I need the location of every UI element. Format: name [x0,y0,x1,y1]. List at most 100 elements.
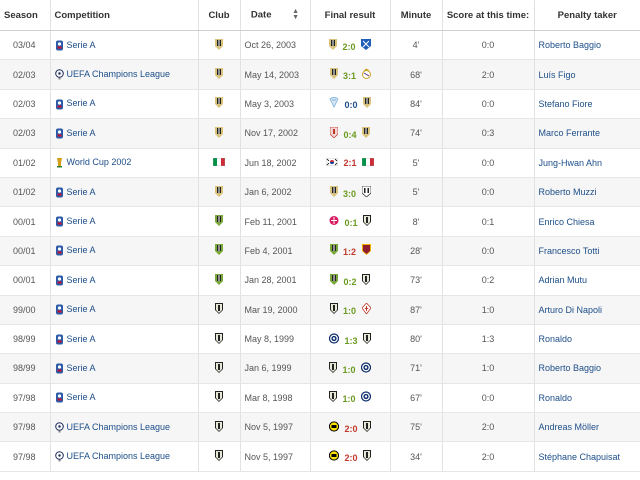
home-team-icon[interactable] [329,126,339,140]
competition-link[interactable]: Serie A [66,362,96,373]
away-team-icon[interactable] [361,157,375,168]
home-team-icon[interactable] [328,332,340,346]
penalty-taker-link[interactable]: Roberto Muzzi [538,187,597,198]
home-team-icon[interactable] [329,185,338,199]
final-result-cell: 2:0 [310,30,391,61]
away-team-icon[interactable] [363,420,371,434]
result-link[interactable]: 3:0 [342,188,356,199]
home-team-icon[interactable] [329,303,338,316]
club-icon[interactable] [212,157,226,168]
final-result-cell: 0:0 [310,89,391,120]
club-icon[interactable] [215,97,223,110]
result-link[interactable]: 2:0 [344,423,358,434]
result-link[interactable]: 2:0 [342,41,356,52]
penalty-taker-link[interactable]: Roberto Baggio [538,40,602,51]
away-team-icon[interactable] [363,215,371,228]
minute-cell: 4' [390,30,443,61]
penalty-taker-link[interactable]: Enrico Chiesa [538,216,595,227]
club-icon[interactable] [215,244,223,257]
serie-a-icon [55,334,64,345]
club-icon[interactable] [215,68,223,81]
result-link[interactable]: 3:1 [342,71,356,82]
away-team-icon[interactable] [360,362,372,375]
competition-link[interactable]: Serie A [66,245,96,256]
penalty-taker-link[interactable]: Francesco Totti [538,245,600,256]
result-link[interactable]: 0:4 [343,129,357,140]
club-icon[interactable] [215,450,223,463]
result-link[interactable]: 1:3 [344,335,358,346]
penalty-taker-link[interactable]: Ronaldo [538,392,573,403]
result-link[interactable]: 1:0 [342,306,356,317]
club-icon[interactable] [215,420,223,434]
away-team-icon[interactable] [361,38,371,52]
penalty-taker-link[interactable]: Stefano Fiore [538,98,593,109]
result-link[interactable]: 1:0 [342,394,356,405]
header-date[interactable]: Date ▲ ▼ [240,0,311,31]
penalty-taker-link[interactable]: Luís Figo [538,69,576,80]
result-link[interactable]: 0:2 [343,276,357,287]
competition-link[interactable]: World Cup 2002 [66,157,132,168]
competition-link[interactable]: Serie A [66,304,96,315]
result-link[interactable]: 1:2 [342,247,356,258]
club-icon[interactable] [215,185,223,199]
away-team-icon[interactable] [361,185,371,199]
penalty-taker-link[interactable]: Stéphane Chapuisat [538,451,621,462]
club-icon[interactable] [215,391,223,404]
home-team-icon[interactable] [325,157,339,168]
result-link[interactable]: 1:0 [342,364,356,375]
home-team-icon[interactable] [329,391,337,404]
home-team-icon[interactable] [329,244,338,257]
penalty-taker-cell: Adrian Mutu [534,265,640,296]
result-link[interactable]: 2:0 [344,453,358,464]
club-icon[interactable] [215,361,223,375]
penalty-taker-link[interactable]: Roberto Baggio [538,363,602,374]
away-team-icon[interactable] [363,97,371,110]
result-link[interactable]: 2:1 [343,157,357,168]
home-team-icon[interactable] [329,216,339,228]
competition-link[interactable]: Serie A [66,39,96,50]
club-icon[interactable] [215,332,223,346]
competition-cell: Serie A [50,177,199,208]
away-team-icon[interactable] [363,332,371,346]
minute-cell: 87' [390,295,443,325]
competition-link[interactable]: Serie A [66,333,96,344]
home-team-icon[interactable] [329,361,337,375]
home-team-icon[interactable] [328,450,340,463]
penalty-taker-link[interactable]: Andreas Möller [538,422,600,433]
club-icon[interactable] [215,303,223,316]
away-team-icon[interactable] [361,244,371,257]
penalty-taker-link[interactable]: Adrian Mutu [538,275,588,286]
away-team-icon[interactable] [362,126,370,140]
competition-link[interactable]: Serie A [66,98,96,109]
competition-link[interactable]: UEFA Champions League [66,69,171,80]
away-team-icon[interactable] [361,68,371,81]
penalty-taker-link[interactable]: Ronaldo [538,334,573,345]
home-team-icon[interactable] [328,421,340,434]
away-team-icon[interactable] [360,391,372,404]
penalty-taker-link[interactable]: Jung-Hwan Ahn [538,157,603,168]
away-team-icon[interactable] [363,450,371,463]
result-link[interactable]: 0:1 [344,218,358,229]
home-team-icon[interactable] [330,273,338,287]
competition-link[interactable]: Serie A [66,392,96,403]
club-icon[interactable] [215,126,223,140]
competition-link[interactable]: Serie A [66,274,96,285]
away-team-icon[interactable] [360,302,372,316]
away-team-icon[interactable] [362,273,370,287]
club-icon[interactable] [215,38,223,52]
competition-link[interactable]: Serie A [66,215,96,226]
competition-link[interactable]: Serie A [66,186,96,197]
penalty-taker-link[interactable]: Arturo Di Napoli [538,304,603,315]
home-team-icon[interactable] [329,97,339,110]
header-season[interactable]: Season [0,0,51,31]
result-link[interactable]: 0:0 [344,100,358,111]
penalty-taker-link[interactable]: Marco Ferrante [538,128,601,139]
competition-link[interactable]: UEFA Champions League [66,451,171,462]
club-icon[interactable] [215,215,223,228]
club-icon[interactable] [215,273,223,287]
home-team-icon[interactable] [329,38,337,52]
home-team-icon[interactable] [329,68,338,81]
sort-icon[interactable]: ▲ ▼ [292,8,300,21]
competition-link[interactable]: UEFA Champions League [66,421,171,432]
competition-link[interactable]: Serie A [66,127,96,138]
